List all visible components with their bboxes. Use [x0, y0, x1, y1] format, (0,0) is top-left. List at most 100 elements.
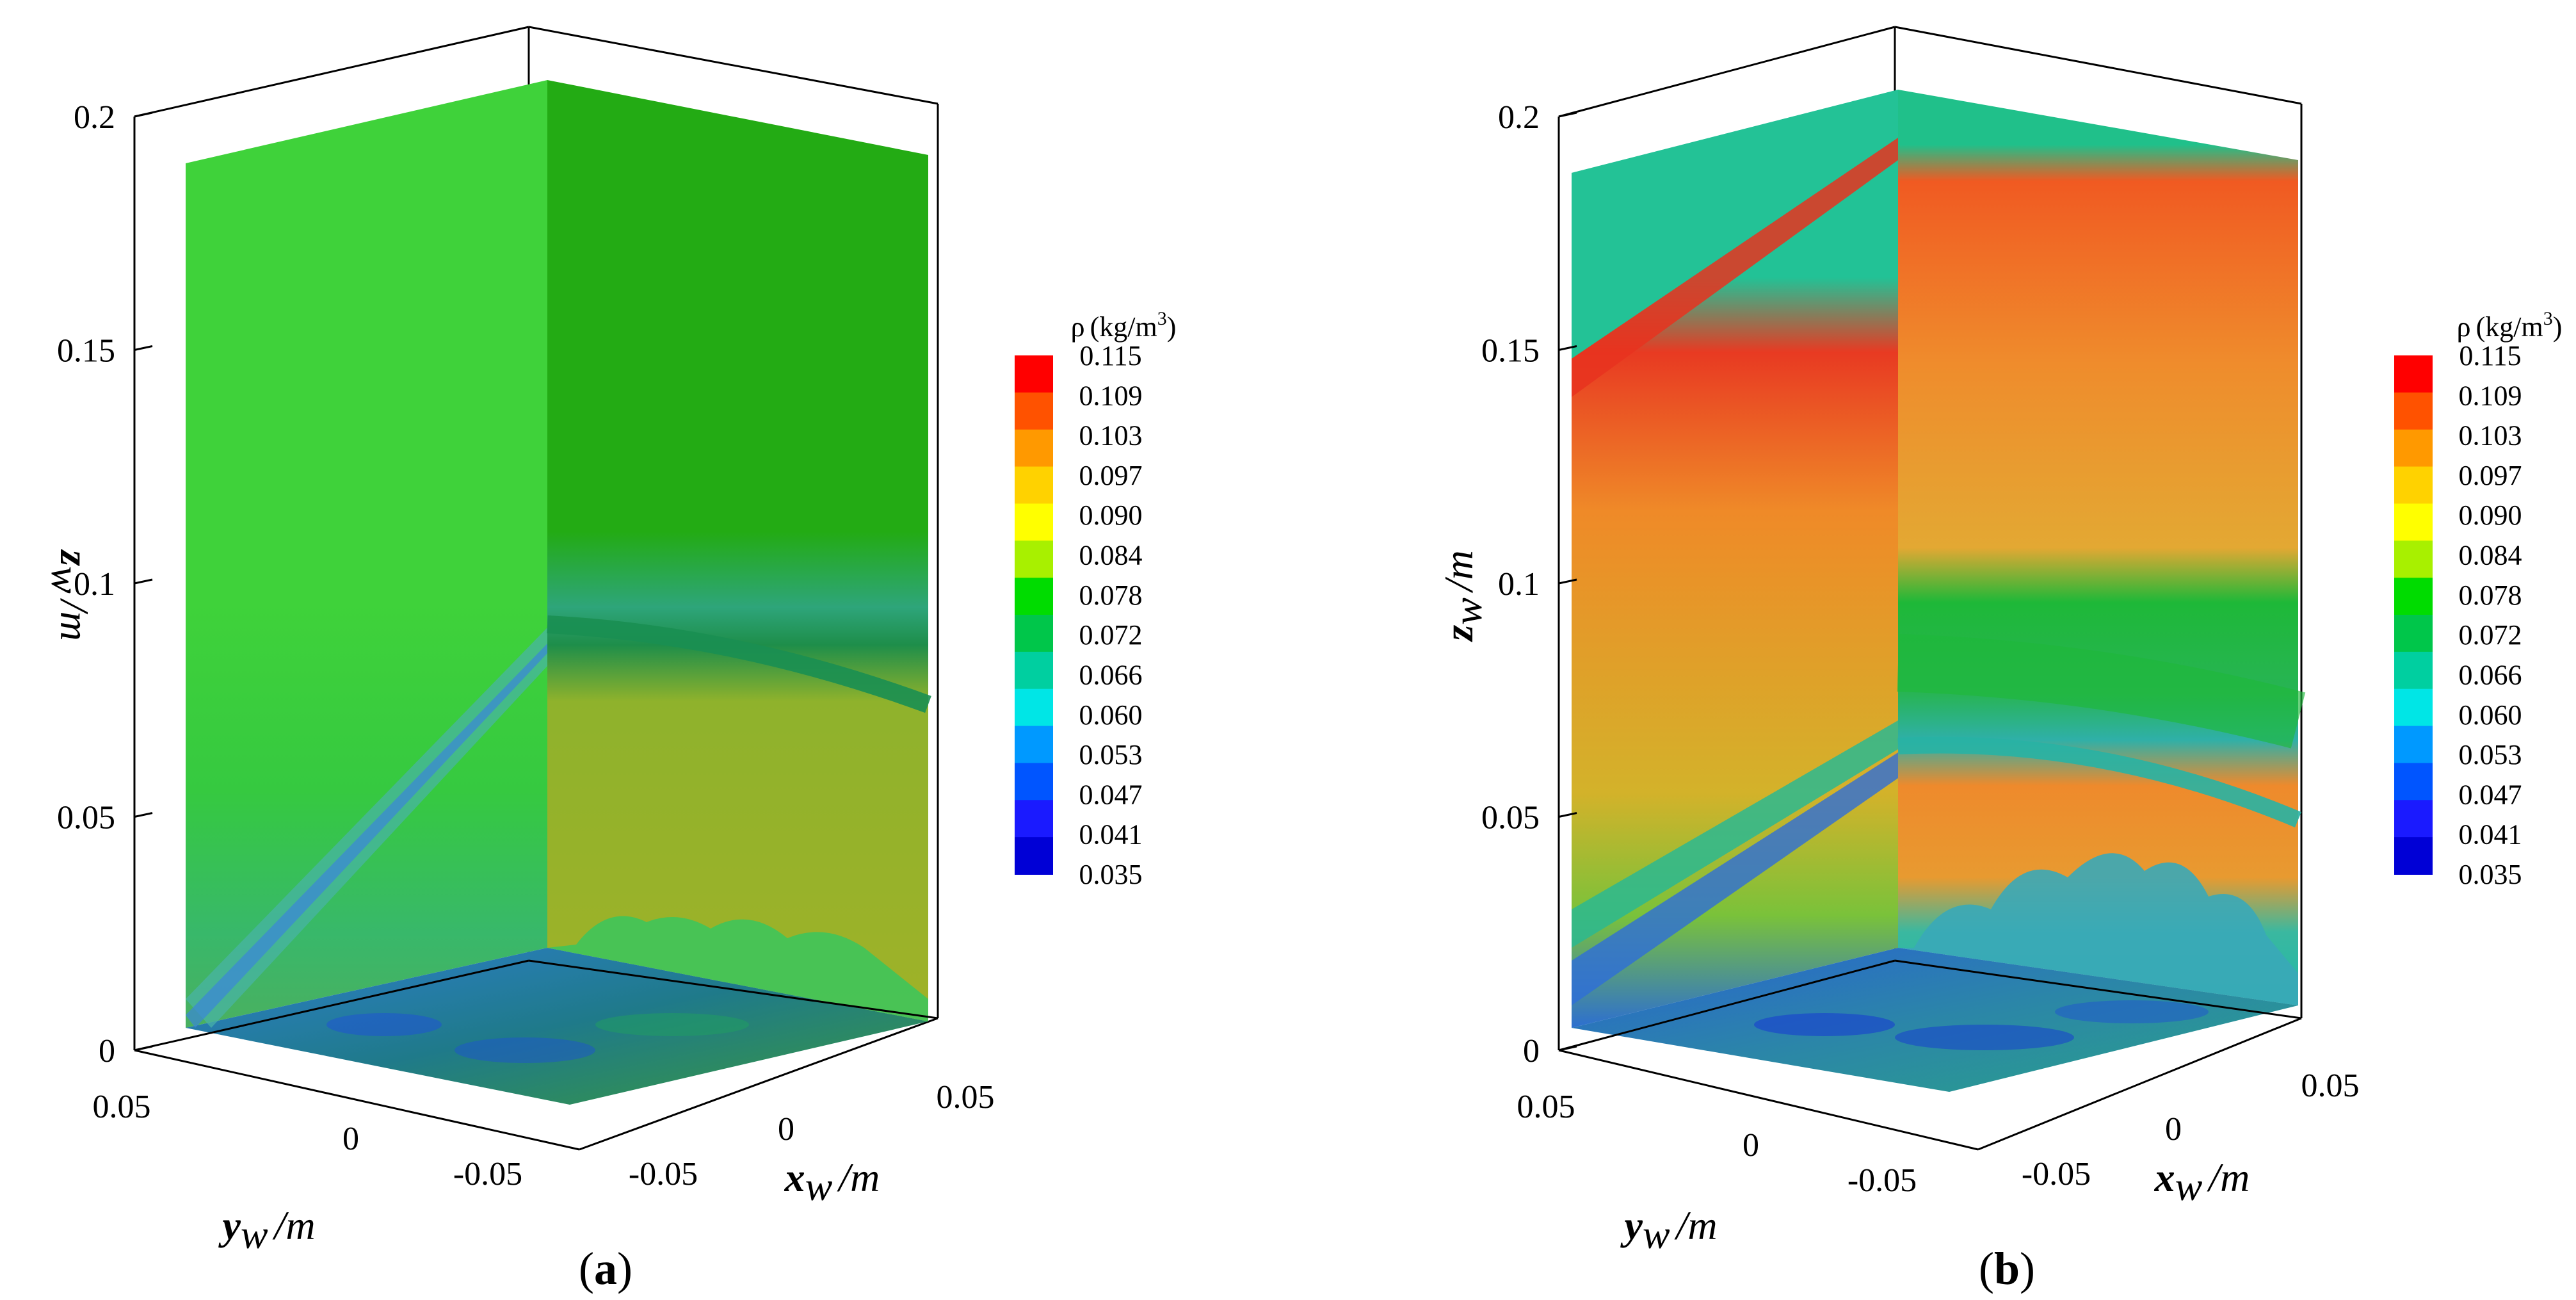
panel-b-floor-blob	[1895, 1025, 2074, 1050]
panel-a-z-axis-label: zw/m	[43, 549, 97, 641]
panel-a-y-tick-label: -0.05	[453, 1156, 522, 1192]
panel-b-z-tick-label: 0.2	[1498, 99, 1540, 136]
panel-b-colorbar-title: ρ (kg/m3)	[2457, 308, 2563, 343]
panel-a-colorbar-level: 0.090	[1079, 500, 1143, 531]
panel-b-colorbar-level: 0.047	[2459, 779, 2522, 810]
panel-a-left-wall	[186, 80, 547, 1028]
panel-a-z-tick-mark	[134, 345, 153, 351]
panel-a-colorbar-swatch	[1015, 688, 1053, 727]
panel-b-x-axis-label: xw/m	[2154, 1155, 2250, 1209]
panel-b-colorbar-swatch	[2394, 726, 2433, 764]
panel-b-axis-front-edges	[1558, 959, 2302, 1052]
panel-b-colorbar-level: 0.060	[2459, 699, 2522, 731]
panel-b-colorbar-swatch	[2394, 466, 2433, 505]
panel-a-colorbar-swatch	[1015, 392, 1053, 430]
panel-a-colorbar-level: 0.047	[1079, 779, 1143, 810]
panel-a-colorbar-level: 0.084	[1079, 540, 1143, 571]
panel-a-colorbar-swatch	[1015, 503, 1053, 542]
panel-a: 0 0.05 0.1 0.15 0.2 0.05 0 -0.05 -0.05 0 0.0…	[43, 26, 1176, 1294]
panel-a-axis-front-edges	[134, 959, 938, 1052]
panel-b-colorbar-swatch	[2394, 615, 2433, 653]
panel-b-z-tick-label: 0.1	[1498, 566, 1540, 603]
panel-a-colorbar-level: 0.066	[1079, 659, 1143, 690]
panel-a-z-tick-label: 0	[99, 1033, 115, 1069]
panel-a-contour-surfaces	[186, 80, 931, 1105]
panel-b-colorbar-swatch	[2394, 688, 2433, 727]
panel-a-colorbar-swatch	[1015, 578, 1053, 615]
panel-a-floor	[186, 948, 928, 1105]
panel-a-colorbar-swatch	[1015, 540, 1053, 579]
panel-a-colorbar-swatch	[1015, 615, 1053, 653]
panel-a-colorbar-level: 0.072	[1079, 619, 1143, 651]
panel-a-colorbar-swatch	[1015, 429, 1053, 467]
panel-b-colorbar-level: 0.035	[2459, 859, 2522, 890]
panel-b-z-tick-mark	[1558, 111, 1577, 118]
panel-a-colorbar-swatch	[1015, 763, 1053, 801]
panel-b-colorbar-level: 0.053	[2459, 739, 2522, 770]
panel-b-z-tick-mark	[1558, 1045, 1577, 1052]
panel-a-z-tick-mark	[134, 578, 153, 585]
panel-b-colorbar-swatch	[2394, 763, 2433, 801]
panel-b: 0 0.05 0.1 0.15 0.2 0.05 0 -0.05 -0.05 0 0.0…	[1436, 26, 2562, 1294]
panel-a-colorbar-level: 0.078	[1079, 580, 1143, 611]
panel-b-colorbar-swatch	[2394, 429, 2433, 467]
panel-a-colorbar-level: 0.035	[1079, 859, 1143, 890]
panel-a-y-tick-label: 0	[342, 1121, 359, 1157]
panel-b-x-tick-label: -0.05	[2022, 1156, 2091, 1192]
panel-b-floor	[1572, 948, 2298, 1092]
panel-a-colorbar-swatch	[1015, 355, 1053, 393]
panel-a-colorbar-swatch	[1015, 800, 1053, 838]
panel-a-colorbar-labels: 0.115 0.109 0.103 0.097 0.090 0.084 0.078 0.072…	[1079, 340, 1143, 890]
panel-b-z-tick-mark	[1558, 578, 1577, 585]
panel-a-colorbar-swatch	[1015, 837, 1053, 875]
panel-b-upper-region	[1572, 90, 1898, 359]
panel-b-lower-shock-band	[1572, 720, 1898, 948]
panel-b-colorbar-swatch	[2394, 651, 2433, 690]
panel-b-contour-surfaces	[1572, 90, 2306, 1092]
panel-b-shock-arc	[1897, 736, 2302, 827]
panel-a-mixing-layer	[547, 916, 928, 1021]
panel-b-z-tick-label: 0.05	[1481, 800, 1540, 836]
panel-b-z-axis-label: zw/m	[1436, 550, 1490, 642]
panel-b-z-tick-label: 0	[1523, 1033, 1540, 1069]
panel-a-y-tick-label: 0.05	[93, 1089, 151, 1125]
panel-b-colorbar-level: 0.097	[2459, 460, 2522, 491]
panel-b-x-tick-label: 0.05	[2301, 1068, 2360, 1104]
panel-a-x-tick-label: -0.05	[629, 1156, 698, 1192]
panel-b-colorbar-swatch	[2394, 837, 2433, 875]
panel-b-floor-blob	[2055, 1000, 2209, 1023]
panel-a-colorbar-level: 0.097	[1079, 460, 1143, 491]
panel-b-z-axis-ticks: 0 0.05 0.1 0.15 0.2	[1481, 99, 1577, 1069]
panel-a-colorbar-bar	[1015, 355, 1053, 875]
panel-b-vortex-structures	[1898, 853, 2298, 1005]
panel-a-floor-blob	[595, 1013, 749, 1036]
panel-a-x-tick-label: 0.05	[937, 1079, 995, 1116]
panel-b-z-tick-mark	[1558, 345, 1577, 351]
panel-a-z-tick-mark	[134, 812, 153, 818]
panel-a-colorbar-swatch	[1015, 726, 1053, 764]
panel-b-y-axis-label: yw/m	[1620, 1203, 1717, 1257]
panel-b-colorbar-level: 0.084	[2459, 540, 2522, 571]
panel-b-shock-arc	[1897, 634, 2306, 749]
panel-b-colorbar: ρ (kg/m3) 0.1150.1090.1030.0970.0900.0840…	[2394, 308, 2562, 890]
panel-b-colorbar-swatch	[2394, 355, 2433, 393]
panel-a-caption: (a)	[579, 1243, 632, 1294]
panel-b-y-tick-label: 0	[1743, 1127, 1759, 1164]
panel-b-z-tick-mark	[1558, 812, 1577, 818]
panel-a-z-tick-mark	[134, 111, 153, 118]
panel-a-colorbar-level: 0.115	[1079, 340, 1141, 371]
panel-b-colorbar-swatch	[2394, 503, 2433, 542]
panel-b-lower-shock-core	[1572, 752, 1898, 1005]
panel-a-floor-blob	[326, 1013, 442, 1036]
panel-a-colorbar-swatch	[1015, 466, 1053, 505]
panel-a-colorbar-level: 0.109	[1079, 380, 1143, 411]
panel-a-z-tick-mark	[134, 1045, 153, 1052]
panel-b-colorbar-labels: 0.115 0.109 0.103 0.097 0.090 0.084 0.078 0.072…	[2459, 340, 2522, 890]
panel-a-x-tick-label: 0	[778, 1111, 794, 1148]
panel-a-x-axis-label: xw/m	[784, 1155, 880, 1209]
panel-a-z-axis-ticks: 0 0.05 0.1 0.15 0.2	[57, 99, 153, 1069]
panel-a-colorbar-level: 0.103	[1079, 420, 1143, 451]
panel-a-z-tick-label: 0.2	[74, 99, 115, 136]
panel-b-colorbar-swatch	[2394, 800, 2433, 838]
panel-a-shock-core	[186, 644, 547, 1028]
